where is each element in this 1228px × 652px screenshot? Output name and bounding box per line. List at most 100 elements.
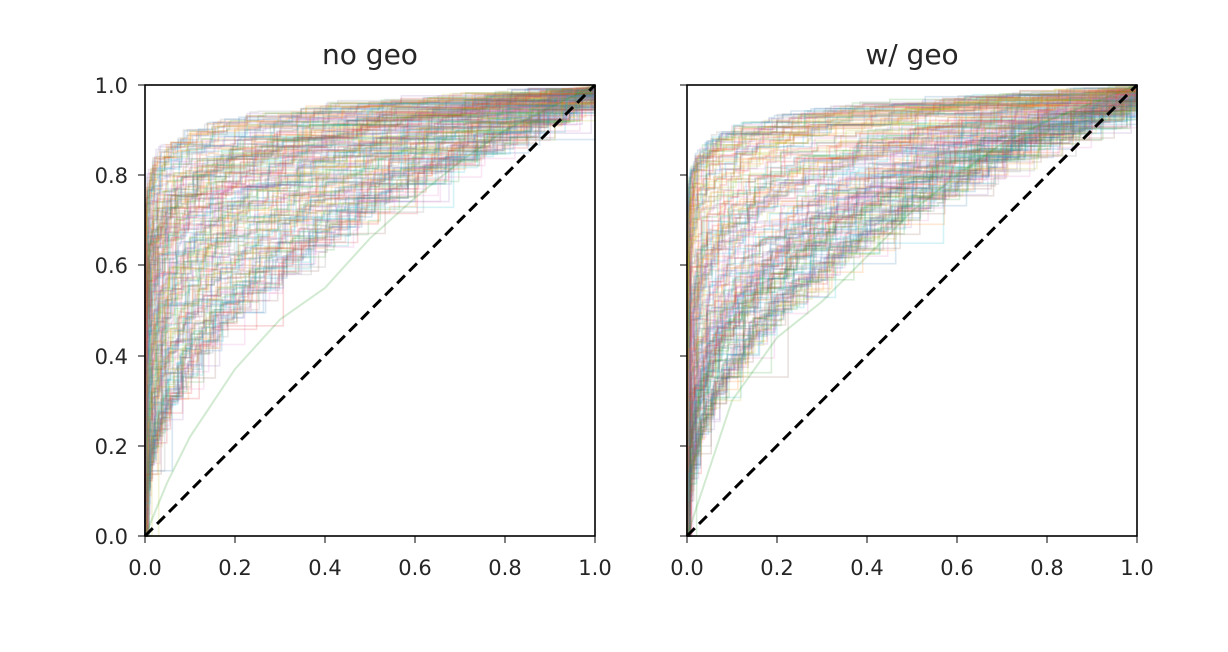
roc-curve <box>145 85 596 537</box>
roc-curve <box>144 85 596 536</box>
roc-curve <box>145 85 596 537</box>
roc-curve <box>144 85 596 537</box>
roc-curve <box>686 85 1138 536</box>
roc-curve <box>144 85 596 536</box>
roc-curve <box>687 85 1138 537</box>
roc-curve <box>687 85 1138 537</box>
roc-curve <box>144 85 596 536</box>
roc-curve <box>686 85 1138 537</box>
roc-curve <box>145 85 596 537</box>
roc-curve <box>144 85 596 537</box>
roc-curve <box>687 85 1138 537</box>
roc-curve <box>144 85 596 537</box>
roc-curve <box>686 85 1138 537</box>
y-tick-label: 1.0 <box>95 74 128 98</box>
roc-curve <box>686 85 1138 536</box>
roc-curve <box>687 85 1138 537</box>
roc-curve <box>686 85 1138 537</box>
roc-curve <box>686 85 1138 536</box>
roc-curve <box>687 85 1138 537</box>
roc-curve <box>686 85 1138 537</box>
roc-curve <box>686 85 1138 537</box>
roc-curve <box>686 85 1138 536</box>
roc-curve <box>686 85 1138 536</box>
roc-curve <box>144 85 596 537</box>
roc-curve <box>144 85 596 537</box>
roc-curve <box>686 85 1138 537</box>
roc-curve <box>686 85 1138 536</box>
roc-curve <box>144 85 596 536</box>
roc-curve <box>144 85 596 537</box>
roc-curve <box>144 85 596 537</box>
roc-curve <box>144 85 596 537</box>
roc-curve <box>687 85 1138 537</box>
roc-curve <box>144 85 596 537</box>
roc-curve <box>686 85 1138 537</box>
roc-curve <box>686 85 1138 536</box>
roc-curve <box>145 85 596 537</box>
roc-curve <box>144 85 596 536</box>
roc-curve <box>686 85 1138 537</box>
roc-curve <box>686 85 1138 536</box>
roc-curve <box>144 85 596 537</box>
roc-curve <box>687 85 1138 537</box>
x-tick-label: 0.0 <box>670 556 703 580</box>
roc-curve <box>686 85 1138 536</box>
roc-curve <box>687 85 1138 537</box>
roc-curve <box>687 85 1138 537</box>
roc-curve <box>144 85 596 537</box>
roc-curve <box>145 85 596 537</box>
roc-curve <box>144 85 596 536</box>
roc-curve <box>144 85 596 536</box>
roc-curve <box>687 85 1138 537</box>
roc-curve <box>144 85 596 536</box>
roc-curve <box>144 85 596 536</box>
roc-curve <box>144 85 596 536</box>
roc-curve <box>144 85 596 537</box>
roc-curve <box>145 85 596 537</box>
roc-curve <box>686 84 1138 536</box>
roc-curve <box>686 85 1138 537</box>
roc-curve <box>144 85 596 536</box>
roc-curve <box>145 85 596 537</box>
roc-curve <box>686 85 1138 537</box>
roc-curve <box>144 85 596 536</box>
roc-curve <box>144 85 596 537</box>
roc-curve <box>686 85 1138 537</box>
roc-curve <box>144 85 596 536</box>
plot-frame <box>686 84 1138 537</box>
roc-curve <box>144 85 596 537</box>
roc-curve <box>686 85 1138 537</box>
roc-curve <box>145 85 596 537</box>
roc-curve <box>687 85 1138 537</box>
roc-curve <box>687 85 1138 537</box>
roc-curve <box>145 85 596 537</box>
roc-curve <box>686 85 1138 536</box>
roc-curve <box>686 85 1138 536</box>
roc-curve <box>686 85 1138 536</box>
x-tick-label: 0.2 <box>218 556 251 580</box>
roc-curve <box>144 85 596 537</box>
roc-curve <box>687 85 1138 537</box>
roc-curve <box>144 85 596 537</box>
roc-curve <box>687 85 1138 537</box>
roc-curve <box>686 85 1138 537</box>
roc-curve <box>144 85 596 537</box>
roc-curve <box>144 85 596 536</box>
roc-curve <box>144 85 596 536</box>
roc-curve <box>686 85 1138 537</box>
roc-curve <box>144 85 596 536</box>
roc-curve <box>687 84 1138 537</box>
roc-curve <box>686 85 1138 536</box>
roc-curve <box>686 85 1138 537</box>
roc-curve <box>686 85 1138 536</box>
roc-curve <box>144 85 596 536</box>
roc-curve <box>144 85 596 537</box>
roc-curve <box>144 85 596 537</box>
roc-curve <box>686 85 1138 537</box>
roc-curve <box>687 85 1138 537</box>
roc-curve <box>145 85 596 537</box>
roc-curve <box>144 85 596 536</box>
roc-curve <box>686 85 1138 537</box>
roc-curve <box>687 85 1138 537</box>
